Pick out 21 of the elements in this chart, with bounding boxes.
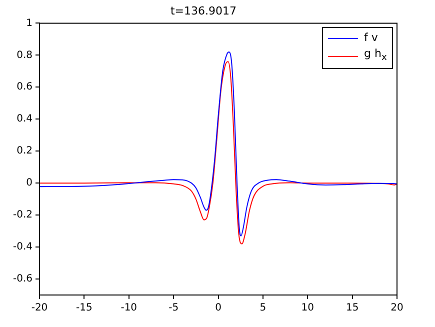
x-tick-label: 15 <box>346 302 359 314</box>
y-tick-label: 0.2 <box>16 146 33 157</box>
y-tick-label: 0 <box>26 178 33 189</box>
x-tick-label: -15 <box>76 302 92 314</box>
x-tick-label: 5 <box>260 302 266 314</box>
x-tick-label: 10 <box>301 302 314 314</box>
x-tick-label: 20 <box>390 302 404 314</box>
x-tick-label: -20 <box>31 302 48 314</box>
x-tick-label: -5 <box>168 302 179 314</box>
y-tick-label: -0.2 <box>12 210 33 221</box>
y-tick-label: 0.6 <box>16 82 33 93</box>
chart-title: t=136.9017 <box>170 4 237 18</box>
legend-label: f v <box>364 30 378 46</box>
y-tick-label: 0.4 <box>16 114 33 125</box>
y-tick-label: -0.6 <box>12 274 33 285</box>
legend-label: g h$_{x}$ <box>364 46 387 66</box>
y-tick-label: -0.4 <box>12 242 33 253</box>
y-tick-label: 1 <box>26 18 33 29</box>
x-tick-label: 0 <box>215 302 222 314</box>
x-tick-label: -10 <box>120 302 138 314</box>
y-tick-label: 0.8 <box>16 50 33 61</box>
